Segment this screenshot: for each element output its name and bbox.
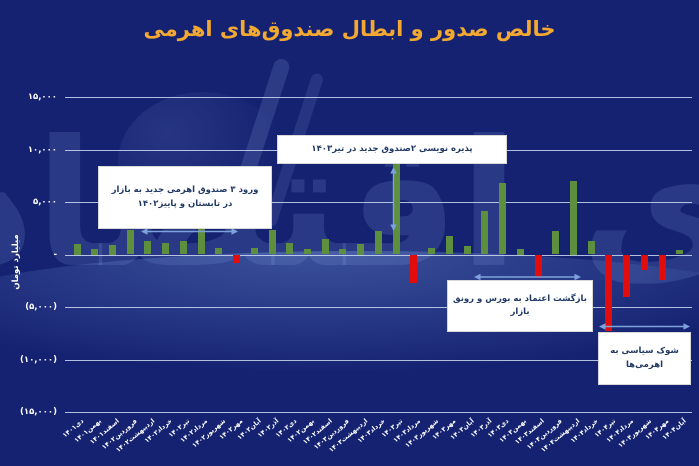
bar-شهریور۱۴۰۳	[428, 247, 436, 255]
vertical-arrow-tir-1403	[390, 167, 397, 231]
annotation-subscription-tir-1403: پذیره نویسی ۲صندوق جدید در تیر۱۴۰۳	[277, 135, 507, 164]
bar-بهمن۱۴۰۳	[516, 249, 524, 255]
y-tick-label: (۱۵,۰۰۰)	[20, 407, 57, 417]
bar-اردیبهشت۱۴۰۲	[144, 241, 152, 255]
y-tick-label: (۱۰,۰۰۰)	[20, 354, 57, 365]
bar-دی۱۴۰۲	[286, 242, 294, 255]
bar-خرداد۱۴۰۲	[162, 242, 170, 255]
bar-بهمن۱۴۰۲	[304, 248, 311, 255]
range-arrow-trust-return	[474, 273, 581, 281]
bar-اردیبهشت۱۴۰۴	[569, 181, 577, 255]
chart-title: خالص صدور و ابطال صندوق‌های اهرمی	[143, 17, 556, 41]
bar-دی۱۴۰۱	[73, 244, 81, 255]
bar-مرداد۱۴۰۴	[623, 254, 631, 297]
bar-آبان۱۴۰۳	[463, 245, 471, 255]
bar-شهریور۱۴۰۲	[215, 247, 223, 255]
bar-خرداد۱۴۰۳	[374, 231, 382, 255]
gridline-15000	[65, 97, 692, 98]
bar-آذر۱۴۰۲	[268, 230, 276, 255]
bar-مهر۱۴۰۲	[233, 254, 241, 263]
annotation-new-funds-1402: ورود ۳ صندوق اهرمی جدید به بازار در تابس…	[98, 166, 272, 229]
y-tick-label: ۱۵,۰۰۰	[27, 92, 57, 102]
range-arrow-summer-autumn-1402	[141, 228, 238, 235]
annotation-text-line: شوک سیاسی به	[610, 346, 679, 357]
bar-مرداد۱۴۰۳	[410, 254, 418, 283]
annotation-text-line: ورود ۳ صندوق اهرمی جدید به بازار	[111, 185, 259, 196]
bar-خرداد۱۴۰۴	[587, 240, 595, 255]
y-tick-label: -	[53, 249, 57, 260]
bar-اسفند۱۴۰۱	[109, 245, 116, 255]
y-tick-label: (۵,۰۰۰)	[25, 302, 57, 312]
gridline--10000	[65, 359, 692, 361]
annotation-political-shock: شوک سیاسی به اهرمی‌ها	[598, 332, 691, 385]
bar-فروردین۱۴۰۴	[552, 231, 560, 255]
bar-شهریور۱۴۰۴	[640, 254, 648, 271]
bar-دی۱۴۰۳	[499, 183, 506, 255]
bar-اسفند۱۴۰۲	[321, 239, 329, 255]
gridline-5000	[65, 202, 692, 203]
range-arrow-political-shock	[599, 323, 690, 330]
annotation-text-line: در تابستان و پاییز۱۴۰۲	[137, 198, 233, 209]
bar-مهر۱۴۰۳	[445, 235, 453, 255]
y-tick-label: ۱۰,۰۰۰	[27, 144, 57, 155]
bar-آذر۱۴۰۳	[481, 211, 489, 255]
bar-آبان۱۴۰۴	[676, 249, 684, 255]
bar-تیر۱۴۰۴	[605, 254, 613, 332]
bar-تیر۱۴۰۳	[392, 163, 400, 255]
bar-آبان۱۴۰۲	[250, 248, 258, 255]
bar-فروردین۱۴۰۲	[126, 230, 134, 255]
annotation-text-line: اهرمی‌ها	[625, 359, 664, 370]
bar-اسفند۱۴۰۳	[534, 254, 542, 277]
gridline-0	[65, 254, 692, 256]
bar-تیر۱۴۰۲	[179, 240, 187, 255]
gridline--15000	[65, 412, 692, 413]
annotation-text-line: بازگشت اعتماد به بورس و رونق بازار	[453, 293, 587, 317]
bar-مهر۱۴۰۴	[658, 254, 666, 280]
bar-اردیبهشت۱۴۰۳	[357, 244, 365, 255]
annotation-text-line: پذیره نویسی ۲صندوق جدید در تیر۱۴۰۳	[311, 143, 473, 154]
gridline--5000	[65, 307, 692, 308]
bar-مرداد۱۴۰۲	[197, 228, 205, 255]
bar-فروردین۱۴۰۳	[339, 248, 347, 255]
bar-بهمن۱۴۰۱	[91, 249, 99, 255]
annotation-trust-return: بازگشت اعتماد به بورس و رونق بازار	[447, 280, 593, 332]
y-tick-label: ۵,۰۰۰	[33, 197, 57, 207]
